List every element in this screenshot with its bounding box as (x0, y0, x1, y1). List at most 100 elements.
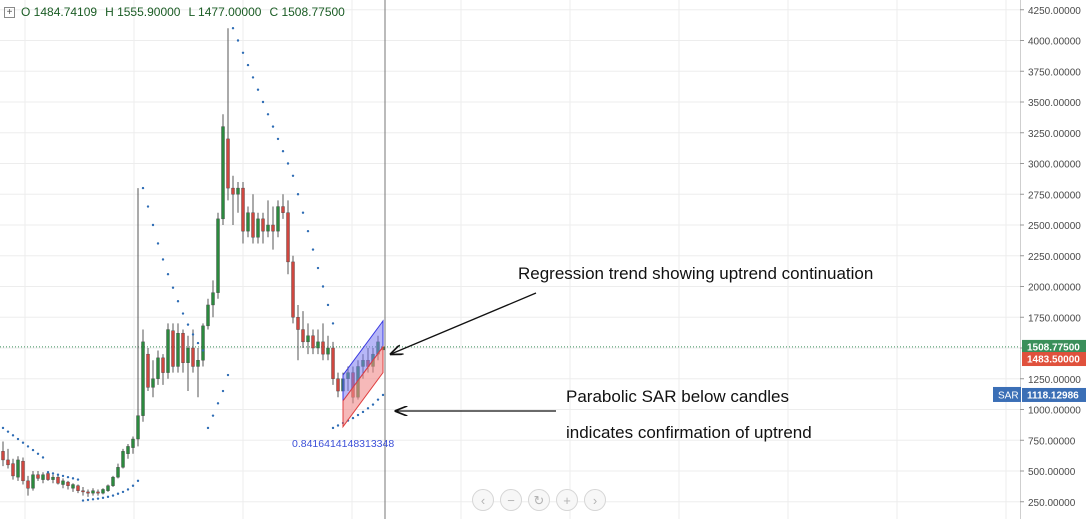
candle (261, 212, 265, 244)
price-tick-label: 750.00000 (1028, 436, 1076, 447)
high-value: H 1555.90000 (105, 5, 181, 19)
sar-dot (121, 490, 125, 494)
candle-body (146, 353, 150, 388)
candle-body (291, 261, 295, 318)
sar-dot (316, 266, 320, 270)
candle-body (241, 187, 245, 232)
candle-body (121, 451, 125, 468)
candle-body (246, 212, 250, 232)
candle (306, 323, 310, 355)
annotation-sar-text-line1: Parabolic SAR below candles (566, 387, 789, 406)
candle-body (196, 360, 200, 367)
sar-tag-label: SAR (998, 390, 1019, 401)
price-axis[interactable]: 250.00000 500.00000 750.00000 1000.00000 125… (993, 0, 1089, 519)
candle-body (276, 206, 280, 232)
candle (76, 484, 80, 494)
sar-dot (66, 475, 70, 479)
candle (21, 457, 25, 485)
annotation-regression-text: Regression trend showing uptrend continu… (518, 264, 873, 283)
price-tick-label: 1000.00000 (1028, 406, 1081, 417)
sar-dot (56, 473, 60, 476)
candle (166, 323, 170, 379)
expand-plus-icon[interactable]: + (4, 6, 15, 18)
price-tag-value: 1508.77500 (1027, 342, 1080, 353)
candle (326, 335, 330, 361)
candle-body (211, 292, 215, 306)
candle (316, 329, 320, 355)
candle-body (101, 489, 105, 494)
candle-body (51, 476, 55, 480)
price-tick-label: 1250.00000 (1028, 375, 1081, 386)
sar-dot (31, 448, 35, 452)
sar-dot (201, 349, 205, 352)
candle (216, 212, 220, 299)
scroll-right-button[interactable]: › (584, 489, 606, 511)
candle (201, 323, 205, 367)
sar-dot (181, 312, 185, 315)
sar-dot (311, 248, 315, 251)
candle-body (251, 212, 255, 238)
candle (236, 181, 240, 213)
candle-body (281, 206, 285, 213)
candle-body (71, 484, 75, 489)
candle (276, 200, 280, 238)
sar-dot (191, 333, 195, 336)
sar-dot (221, 389, 225, 393)
zoom-in-button[interactable]: + (556, 489, 578, 511)
candle-body (271, 224, 275, 232)
sar-dot (236, 39, 240, 42)
sar-dot (376, 398, 380, 401)
sar-dot (1, 426, 5, 430)
candle-body (226, 138, 230, 189)
price-tag-bg (1022, 339, 1086, 354)
candle (196, 348, 200, 398)
sar-dot (326, 303, 330, 307)
candle-body (311, 335, 315, 349)
candle-body (61, 480, 65, 485)
candle (286, 200, 290, 275)
grid-layer (0, 0, 1020, 519)
reset-chart-button[interactable]: ↻ (528, 489, 550, 511)
sar-dot (301, 211, 305, 214)
candle (106, 484, 110, 492)
scroll-left-button[interactable]: ‹ (472, 489, 494, 511)
candle-body (126, 446, 130, 454)
sar-dot (151, 223, 155, 227)
price-tick-label: 4250.00000 (1028, 6, 1081, 17)
sar-dot (291, 174, 295, 177)
close-value: C 1508.77500 (269, 5, 345, 19)
candle-body (141, 341, 145, 416)
sar-dot (176, 300, 180, 303)
candle (136, 188, 140, 447)
sar-dot (281, 150, 285, 153)
candle (291, 255, 295, 324)
candle (81, 486, 85, 496)
candle (301, 311, 305, 348)
candle (61, 478, 65, 489)
parabolic-sar-layer (1, 27, 385, 502)
sar-dot (226, 373, 230, 377)
price-tick-label: 2750.00000 (1028, 190, 1081, 201)
sar-dot (241, 51, 245, 54)
sar-dot (331, 426, 335, 430)
sar-dot (156, 242, 160, 245)
annotation-sar-text-line2: indicates confirmation of uptrend (566, 423, 812, 442)
candle-body (286, 212, 290, 263)
price-tick-label: 2500.00000 (1028, 221, 1081, 232)
price-tag-bg (1022, 352, 1086, 367)
price-tick-label: 3000.00000 (1028, 160, 1081, 171)
sar-dot (366, 407, 370, 410)
candle-body (201, 325, 205, 361)
ohlc-legend: + O 1484.74109 H 1555.90000 L 1477.00000… (4, 4, 353, 20)
sar-dot (321, 285, 325, 288)
sar-dot (136, 479, 140, 483)
open-value: O 1484.74109 (21, 5, 98, 19)
sar-dot (61, 474, 65, 478)
candle-body (306, 335, 310, 343)
candle-body (46, 473, 50, 480)
candle-body (296, 317, 300, 330)
zoom-out-button[interactable]: − (500, 489, 522, 511)
candle-body (156, 357, 160, 379)
